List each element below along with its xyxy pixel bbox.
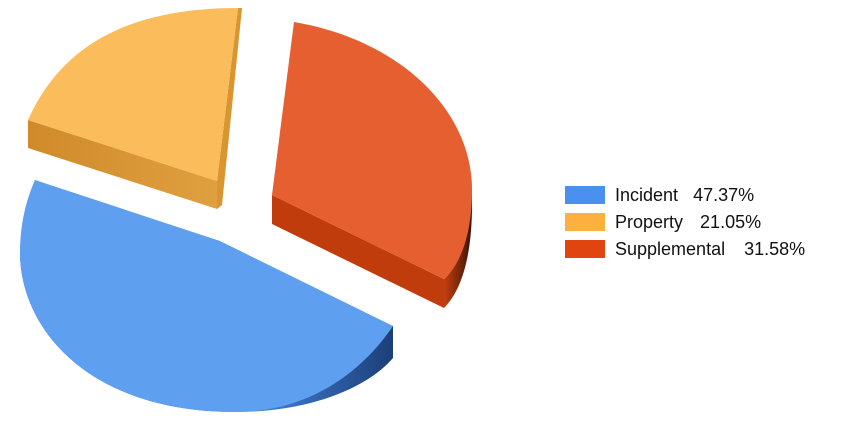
slice-supplemental-top xyxy=(272,22,472,279)
slice-property-top xyxy=(28,8,238,181)
legend-swatch xyxy=(565,240,605,258)
slice-supplemental-side-outer xyxy=(444,178,472,308)
slice-incident[interactable] xyxy=(20,180,393,412)
svg-text:Incident 47.37%: Incident 47.37% xyxy=(615,185,754,205)
legend-percent: 21.05% xyxy=(700,212,761,232)
slice-property-edge xyxy=(217,8,242,209)
legend-swatch xyxy=(565,186,605,204)
legend-label: Incident xyxy=(615,185,678,205)
slice-property[interactable] xyxy=(28,8,242,209)
legend-item-incident: Incident 47.37% xyxy=(565,185,754,205)
slice-property-side xyxy=(28,120,217,209)
slice-incident-top xyxy=(20,180,393,412)
svg-text:Supplemental 31.58%: Supplemental 31.58% xyxy=(615,239,805,259)
slice-supplemental-side-front xyxy=(272,195,444,308)
legend-swatch xyxy=(565,213,605,231)
legend-percent: 31.58% xyxy=(744,239,805,259)
pie-slices xyxy=(20,8,472,412)
legend-label: Property xyxy=(615,212,683,232)
legend-percent: 47.37% xyxy=(693,185,754,205)
legend: Incident 47.37% Property 21.05% Suppleme… xyxy=(565,185,805,259)
legend-item-supplemental: Supplemental 31.58% xyxy=(565,239,805,259)
legend-label: Supplemental xyxy=(615,239,725,259)
svg-text:Property 21.05%: Property 21.05% xyxy=(615,212,761,232)
legend-item-property: Property 21.05% xyxy=(565,212,761,232)
slice-supplemental[interactable] xyxy=(272,22,472,308)
